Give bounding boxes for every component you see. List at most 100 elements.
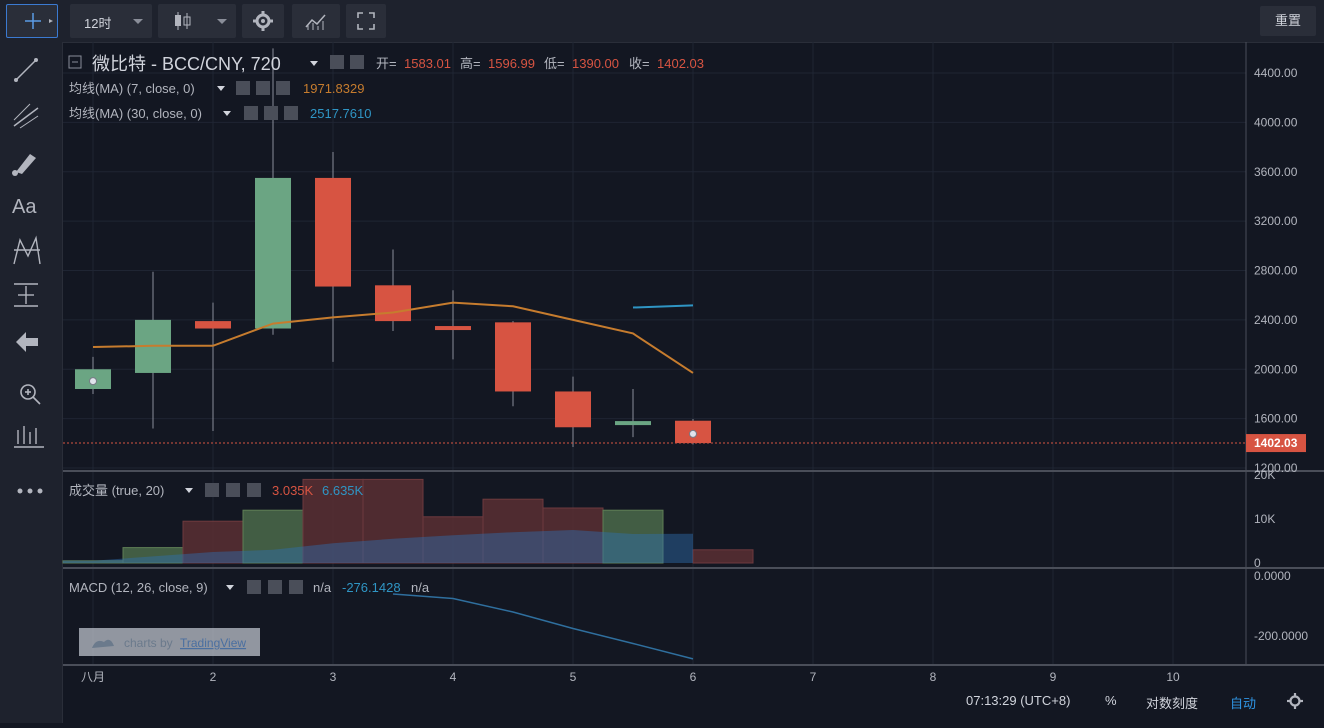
macd-label: MACD (12, 26, close, 9): [69, 580, 208, 595]
time-tick-label: 4: [450, 670, 457, 684]
eye-icon[interactable]: [247, 580, 261, 594]
fullscreen-icon: [357, 12, 375, 30]
close-icon[interactable]: [289, 580, 303, 594]
reset-button[interactable]: 重置: [1260, 6, 1316, 36]
fib-tool-icon[interactable]: [13, 103, 39, 129]
macd-legend: MACD (12, 26, close, 9) n/a -276.1428 n/…: [69, 580, 430, 595]
watermark-brand[interactable]: TradingView: [180, 636, 246, 650]
ma7-label: 均线(MA) (7, close, 0): [69, 81, 195, 96]
eye-icon[interactable]: [244, 106, 258, 120]
indicator-chart-icon: [305, 14, 326, 30]
pattern-tool-icon[interactable]: [13, 235, 41, 265]
low-value: 1390.00: [572, 56, 619, 71]
time-tick-label: 10: [1166, 670, 1180, 684]
gear-icon[interactable]: [268, 580, 282, 594]
gear-icon[interactable]: [264, 106, 278, 120]
time-tick-label: 2: [210, 670, 217, 684]
high-value: 1596.99: [488, 56, 535, 71]
volume-tick-label: 10K: [1254, 512, 1275, 526]
chevron-down-icon[interactable]: [217, 86, 225, 91]
percent-toggle[interactable]: %: [1105, 693, 1117, 708]
volume-legend: 成交量 (true, 20) 3.035K 6.635K: [69, 483, 364, 498]
log-scale-toggle[interactable]: 对数刻度: [1146, 696, 1199, 711]
volume-bar: [602, 509, 664, 564]
candle-body: [375, 285, 411, 322]
close-icon[interactable]: [247, 483, 261, 497]
volume-ma-area: [63, 530, 693, 563]
ma30-label: 均线(MA) (30, close, 0): [69, 106, 202, 121]
ma30-value: 2517.7610: [310, 106, 371, 121]
time-tick-label: 8: [930, 670, 937, 684]
volume-bar: [482, 498, 544, 564]
volume-bar: [182, 520, 244, 564]
chevron-down-icon[interactable]: [226, 585, 234, 590]
event-marker[interactable]: [89, 377, 97, 386]
collapse-icon[interactable]: [68, 55, 82, 69]
candle-body: [435, 326, 471, 331]
close-icon[interactable]: [276, 81, 290, 95]
measure-bars-icon[interactable]: [14, 426, 44, 448]
gear-icon[interactable]: [256, 81, 270, 95]
chevron-down-icon[interactable]: [223, 111, 231, 116]
interval-select[interactable]: 12时: [70, 4, 152, 38]
auto-scale-toggle[interactable]: 自动: [1230, 696, 1257, 711]
price-tick-label: 4000.00: [1254, 115, 1298, 129]
open-label: 开=: [376, 56, 397, 71]
candles-icon: [175, 12, 191, 30]
chevron-down-icon: [217, 19, 227, 24]
close-icon[interactable]: [284, 106, 298, 120]
price-tick-label: 2800.00: [1254, 264, 1298, 278]
candle-body: [255, 177, 291, 329]
crosshair-icon: [25, 13, 53, 29]
high-label: 高=: [460, 56, 481, 71]
gear-icon[interactable]: [350, 55, 364, 69]
volume-bar: [362, 478, 424, 564]
event-marker[interactable]: [689, 429, 697, 438]
eye-icon[interactable]: [330, 55, 344, 69]
text-tool-icon[interactable]: Aa: [12, 196, 37, 218]
macd-tick-label: -200.0000: [1254, 629, 1308, 643]
gear-icon[interactable]: [1287, 693, 1303, 709]
candle-body: [555, 391, 591, 428]
watermark[interactable]: charts by TradingView: [79, 628, 260, 656]
indicators-button[interactable]: [292, 4, 340, 38]
zoom-in-icon[interactable]: [20, 384, 41, 405]
measure-tool-icon[interactable]: [14, 283, 38, 307]
fullscreen-button[interactable]: [346, 4, 386, 38]
more-dots-icon[interactable]: [17, 488, 43, 494]
volume-bar: [302, 478, 364, 564]
gear-icon[interactable]: [226, 483, 240, 497]
time-tick-label: 八月: [81, 670, 105, 684]
close-value: 1402.03: [657, 56, 704, 71]
price-tick-label: 3600.00: [1254, 165, 1298, 179]
time-tick-label: 5: [570, 670, 577, 684]
macd-line: [392, 593, 694, 660]
arrow-back-icon[interactable]: [16, 332, 38, 352]
candle-body: [615, 421, 651, 426]
eye-icon[interactable]: [236, 81, 250, 95]
watermark-prefix: charts by: [124, 636, 173, 650]
main-legend: 微比特 - BCC/CNY, 720 开= 1583.01 高= 1596.99…: [68, 54, 704, 74]
trend-line-icon[interactable]: [14, 58, 38, 82]
candle-body: [195, 321, 231, 329]
price-badge: [1246, 434, 1306, 453]
ma7-value: 1971.8329: [303, 81, 364, 96]
settings-button[interactable]: [242, 4, 284, 38]
time-tick-label: 3: [330, 670, 337, 684]
brush-icon[interactable]: [12, 154, 36, 176]
chevron-down-icon[interactable]: [185, 488, 193, 493]
crosshair-tool-button[interactable]: [6, 4, 58, 38]
eye-icon[interactable]: [205, 483, 219, 497]
ma7-legend: 均线(MA) (7, close, 0) 1971.8329: [69, 81, 364, 96]
time-tick-label: 7: [810, 670, 817, 684]
chevron-down-icon[interactable]: [310, 61, 318, 66]
chart-type-select[interactable]: [158, 4, 236, 38]
price-tick-label: 4400.00: [1254, 66, 1298, 80]
symbol-title: 微比特 - BCC/CNY, 720: [92, 54, 281, 74]
candle-body: [315, 177, 351, 287]
price-tick-label: 2400.00: [1254, 313, 1298, 327]
price-tick-label: 3200.00: [1254, 214, 1298, 228]
price-badge-label: 1402.03: [1254, 436, 1298, 450]
chevron-down-icon: [133, 19, 143, 24]
